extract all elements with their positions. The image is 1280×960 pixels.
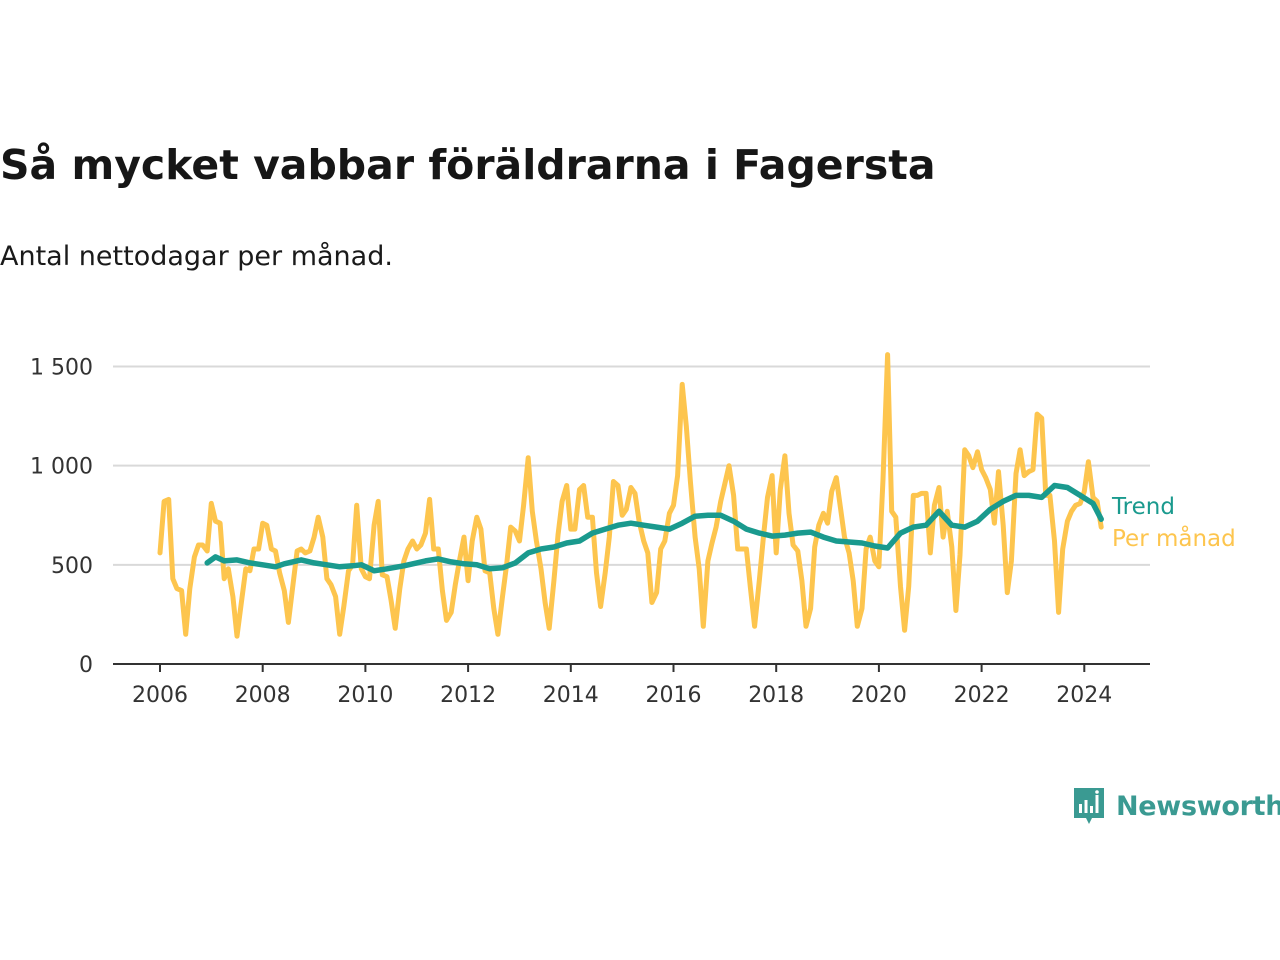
axes: 0 500 1 000 1 500 2006 2008 2010 2012 2014 2016 20… bbox=[30, 356, 1150, 708]
series-line-trend bbox=[204, 482, 1104, 574]
newsworthy-logo: Newsworthy bbox=[1072, 786, 1280, 826]
x-tick-label: 2024 bbox=[1056, 683, 1112, 708]
y-tick-label: 1 500 bbox=[30, 356, 93, 381]
newsworthy-logo-icon bbox=[1074, 788, 1104, 824]
chart-title: Så mycket vabbar föräldrarna i Fagersta bbox=[0, 141, 936, 189]
x-tick-label: 2016 bbox=[646, 683, 702, 708]
y-tick-label: 0 bbox=[79, 653, 93, 678]
y-tick-label: 500 bbox=[51, 554, 93, 579]
x-tick-label: 2020 bbox=[851, 683, 907, 708]
y-tick-label: 1 000 bbox=[30, 455, 93, 480]
x-tick-label: 2022 bbox=[954, 683, 1010, 708]
logo-text: Newsworthy bbox=[1116, 790, 1280, 822]
chart-subtitle: Antal nettodagar per månad. bbox=[0, 241, 393, 272]
x-tick-label: 2014 bbox=[543, 683, 599, 708]
x-tick-label: 2018 bbox=[748, 683, 804, 708]
x-tick-label: 2012 bbox=[440, 683, 496, 708]
series-label-trend: Trend bbox=[1111, 494, 1175, 520]
x-tick-label: 2006 bbox=[132, 683, 188, 708]
x-tick-label: 2008 bbox=[235, 683, 291, 708]
series-label-per-month: Per månad bbox=[1112, 524, 1236, 552]
series-line-per-month bbox=[157, 352, 1104, 639]
series bbox=[157, 352, 1104, 639]
series-labels: Trend Per månad bbox=[1111, 494, 1236, 552]
x-tick-label: 2010 bbox=[337, 683, 393, 708]
